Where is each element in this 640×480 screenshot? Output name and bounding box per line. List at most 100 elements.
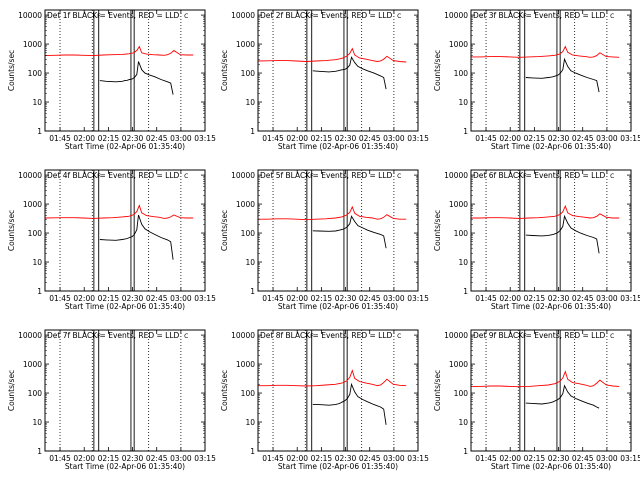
- x-tick-label: 02:15: [524, 454, 546, 463]
- x-axis-label: Start Time (02-Apr-06 01:35:40): [65, 142, 185, 151]
- x-tick-label: 01:45: [475, 294, 497, 303]
- corner-marker-label: C: [184, 173, 188, 180]
- x-tick-label: 02:45: [572, 454, 594, 463]
- panel-title: Det 9f BLACK = Events, RED = LLD: [473, 331, 606, 340]
- y-axis-label: Counts/sec: [220, 370, 229, 411]
- panel-title: Det 8f BLACK = Events, RED = LLD: [260, 331, 393, 340]
- x-tick-label: 02:30: [335, 134, 357, 143]
- x-tick-label: 02:45: [359, 134, 381, 143]
- x-tick-label: 03:15: [407, 134, 429, 143]
- y-tick-label: 10000: [231, 171, 255, 180]
- y-tick-label: 100: [241, 389, 256, 398]
- x-tick-label: 01:45: [475, 454, 497, 463]
- y-tick-label: 10000: [231, 331, 255, 340]
- events-series-line: [99, 61, 174, 95]
- x-tick-label: 03:00: [170, 294, 192, 303]
- x-tick-label: 02:00: [499, 454, 521, 463]
- panel-title: Det 7f BLACK = Events, RED = LLD: [47, 331, 180, 340]
- y-tick-label: 1000: [449, 200, 468, 209]
- x-tick-label: 02:00: [499, 294, 521, 303]
- corner-marker-label: F: [310, 333, 314, 340]
- x-tick-label: 03:15: [620, 454, 640, 463]
- x-tick-label: 03:00: [383, 294, 405, 303]
- x-tick-label: 01:45: [262, 454, 284, 463]
- x-axis-label: Start Time (02-Apr-06 01:35:40): [278, 462, 398, 471]
- panel-title: Det 5f BLACK = Events, RED = LLD: [260, 171, 393, 180]
- y-axis-label: Counts/sec: [7, 210, 16, 251]
- lld-series-line: [471, 45, 620, 58]
- y-tick-label: 10: [245, 418, 255, 427]
- corner-marker-label: C: [610, 173, 614, 180]
- y-tick-label: 1: [463, 287, 468, 296]
- y-tick-label: 1: [37, 127, 42, 136]
- y-axis-label: Counts/sec: [220, 210, 229, 251]
- corner-marker-label: C: [397, 173, 401, 180]
- y-tick-label: 10: [32, 98, 42, 107]
- plot-frame: [257, 169, 419, 292]
- panel-title: Det 6f BLACK = Events, RED = LLD: [473, 171, 606, 180]
- x-tick-label: 03:15: [194, 294, 216, 303]
- x-tick-label: 02:15: [524, 294, 546, 303]
- y-tick-label: 1000: [449, 40, 468, 49]
- x-tick-label: 03:00: [170, 454, 192, 463]
- y-tick-label: 10000: [18, 11, 42, 20]
- panel-title: Det 2f BLACK = Events, RED = LLD: [260, 11, 393, 20]
- y-tick-label: 10000: [18, 331, 42, 340]
- events-series-line: [312, 382, 387, 425]
- x-tick-label: 02:00: [286, 134, 308, 143]
- plot-frame: [257, 329, 419, 452]
- plot-frame: [44, 169, 206, 292]
- y-tick-label: 1: [37, 447, 42, 456]
- y-tick-label: 10: [458, 98, 468, 107]
- y-tick-label: 1000: [23, 200, 42, 209]
- x-axis-label: Start Time (02-Apr-06 01:35:40): [65, 462, 185, 471]
- corner-marker-label: C: [397, 333, 401, 340]
- y-tick-label: 1000: [23, 360, 42, 369]
- lld-series-line: [257, 47, 407, 63]
- y-tick-label: 10: [245, 258, 255, 267]
- y-tick-label: 10000: [18, 171, 42, 180]
- x-tick-label: 03:00: [596, 294, 618, 303]
- x-tick-label: 02:00: [73, 454, 95, 463]
- plot-frame: [470, 169, 632, 292]
- y-tick-label: 10: [458, 418, 468, 427]
- x-tick-label: 03:00: [383, 454, 405, 463]
- y-tick-label: 10000: [444, 171, 468, 180]
- y-tick-label: 1: [463, 127, 468, 136]
- x-tick-label: 02:45: [146, 294, 168, 303]
- x-tick-label: 02:15: [98, 294, 120, 303]
- x-tick-label: 02:30: [548, 294, 570, 303]
- y-tick-label: 100: [454, 229, 469, 238]
- x-tick-label: 02:45: [572, 294, 594, 303]
- y-tick-label: 10: [32, 418, 42, 427]
- y-tick-label: 100: [28, 389, 43, 398]
- events-series-line: [525, 384, 600, 409]
- x-tick-label: 02:45: [572, 134, 594, 143]
- x-axis-label: Start Time (02-Apr-06 01:35:40): [491, 302, 611, 311]
- plot-frame: [470, 329, 632, 452]
- x-axis-label: Start Time (02-Apr-06 01:35:40): [491, 462, 611, 471]
- x-tick-label: 01:45: [262, 134, 284, 143]
- x-tick-label: 02:00: [73, 294, 95, 303]
- x-tick-label: 02:00: [499, 134, 521, 143]
- y-tick-label: 10000: [444, 331, 468, 340]
- x-tick-label: 02:15: [98, 454, 120, 463]
- x-tick-label: 01:45: [49, 454, 71, 463]
- lld-series-line: [258, 205, 407, 221]
- corner-marker-label: F: [97, 333, 101, 340]
- y-axis-label: Counts/sec: [433, 50, 442, 91]
- corner-marker-label: C: [610, 13, 614, 20]
- y-tick-label: 1: [37, 287, 42, 296]
- corner-marker-label: C: [184, 333, 188, 340]
- corner-marker-label: C: [397, 13, 401, 20]
- x-tick-label: 01:45: [262, 294, 284, 303]
- plot-frame: [257, 9, 419, 132]
- y-tick-label: 100: [28, 69, 43, 78]
- corner-marker-label: F: [97, 13, 101, 20]
